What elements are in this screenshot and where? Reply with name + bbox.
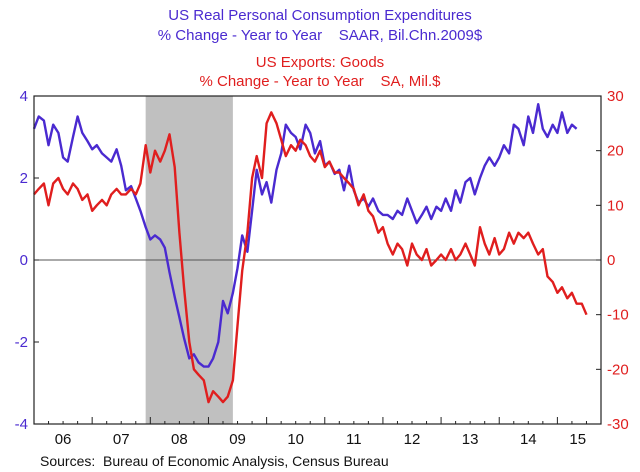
- x-tick-label: 14: [520, 431, 537, 448]
- x-tick-label: 07: [113, 431, 130, 448]
- x-tick-label: 13: [462, 431, 479, 448]
- title-line-1: US Real Personal Consumption Expenditure…: [168, 7, 472, 24]
- y-left-tick-label: -4: [15, 416, 28, 433]
- x-tick-label: 15: [569, 431, 586, 448]
- y-right-tick-label: 0: [607, 252, 615, 269]
- x-tick-label: 10: [287, 431, 304, 448]
- x-tick-label: 12: [404, 431, 421, 448]
- title-line-4: % Change - Year to Year SA, Mil.$: [200, 73, 442, 90]
- series-line-consumption: [32, 102, 578, 368]
- x-tick-label: 09: [229, 431, 246, 448]
- title-line-3: US Exports: Goods: [256, 54, 384, 71]
- y-right-tick-label: 10: [607, 197, 624, 214]
- y-left-tick-label: 4: [20, 88, 28, 105]
- y-left-tick-label: -2: [15, 334, 28, 351]
- x-tick-label: 08: [171, 431, 188, 448]
- y-left-tick-label: 2: [20, 170, 28, 187]
- series-line-exports: [33, 111, 588, 404]
- y-right-tick-label: 30: [607, 88, 624, 105]
- title-line-2: % Change - Year to Year SAAR, Bil.Chn.20…: [158, 27, 483, 44]
- x-tick-label: 06: [55, 431, 72, 448]
- y-right-tick-label: -10: [607, 307, 629, 324]
- y-right-tick-label: -20: [607, 361, 629, 378]
- y-right-tick-label: 20: [607, 143, 624, 160]
- x-tick-label: 11: [346, 431, 362, 448]
- source-note: Sources: Bureau of Economic Analysis, Ce…: [40, 453, 389, 469]
- y-right-tick-label: -30: [607, 416, 629, 433]
- y-left-tick-label: 0: [20, 252, 28, 269]
